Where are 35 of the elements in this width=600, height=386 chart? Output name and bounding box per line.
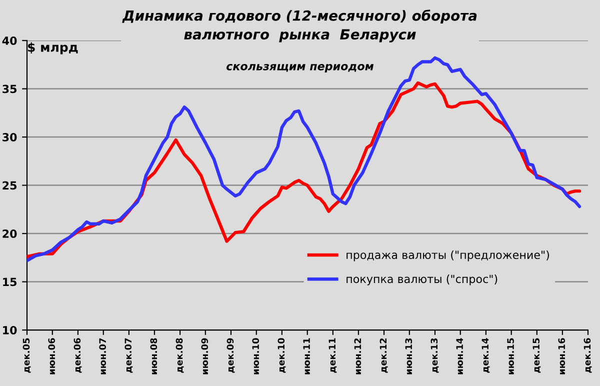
x-tick-label: июн.14 [456, 338, 464, 374]
x-tick-label: дек.05 [22, 338, 31, 373]
y-axis-title: $ млрд [28, 42, 78, 54]
x-tick-label: дек.12 [380, 338, 388, 373]
x-tick-label: июн.06 [48, 338, 56, 374]
x-tick-label: дек.06 [74, 338, 82, 373]
x-tick-label: дек.09 [226, 338, 235, 373]
y-tick-label: 15 [3, 278, 16, 286]
text: скользящим периодом [226, 64, 374, 73]
x-tick-label: дек.11 [328, 338, 337, 373]
x-tick-label: дек.08 [176, 338, 184, 373]
y-tick-label: 40 [2, 36, 17, 45]
legend-label: продажа валюты ("предложение") [346, 250, 549, 262]
x-tick-label: июн.12 [354, 338, 362, 374]
x-tick-label: дек.10 [278, 338, 286, 373]
x-tick-label: июн.15 [507, 338, 514, 374]
chart-title: Динамика годового (12-месячного) оборота валютного рынка Беларуси [122, 10, 477, 42]
x-tick-label: июн.08 [150, 338, 158, 374]
y-tick-label: 20 [2, 230, 17, 238]
x-tick-label: дек.16 [584, 338, 592, 373]
x-tick-label: дек.14 [482, 338, 490, 373]
x-tick-label: дек.07 [124, 338, 133, 373]
y-tick-label: 25 [2, 181, 16, 190]
y-tick-label: 35 [2, 84, 16, 94]
x-tick-label: июн.11 [303, 338, 310, 374]
y-tick-label: 10 [3, 326, 17, 334]
y-tick-label: 30 [2, 133, 17, 142]
x-tick-label: июн.10 [252, 338, 260, 374]
x-tick-label: июн.09 [201, 338, 208, 374]
x-tick-label: дек.13 [430, 338, 439, 373]
x-tick-label: июн.07 [99, 338, 106, 374]
x-tick-label: июн.16 [558, 338, 566, 374]
x-tick-label: дек.15 [532, 338, 541, 373]
x-tick-label: июн.13 [405, 338, 412, 374]
legend-label: покупка валюты ("спрос") [346, 274, 498, 286]
